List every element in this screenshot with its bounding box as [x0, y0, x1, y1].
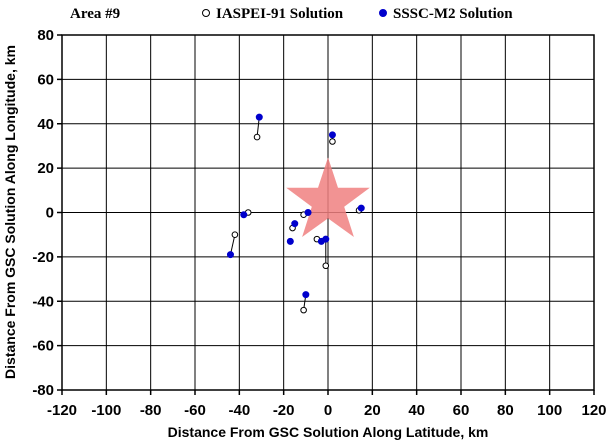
legend-marker-sssc: [379, 9, 387, 17]
x-axis-label: Distance From GSC Solution Along Latitud…: [168, 424, 489, 440]
iaspei-point: [253, 133, 261, 141]
y-tick-label: -40: [32, 293, 54, 310]
y-tick-label: -80: [32, 382, 54, 399]
iaspei-point: [231, 231, 239, 238]
y-tick-label: 80: [37, 27, 54, 44]
x-tick-label: 120: [581, 402, 606, 419]
sssc-point: [255, 113, 263, 121]
iaspei-point: [300, 306, 307, 314]
x-tick-label: 0: [324, 402, 332, 419]
y-tick-label: 40: [37, 116, 54, 133]
x-tick-label: -60: [184, 402, 206, 419]
reference-star: [286, 157, 370, 237]
sssc-point: [286, 237, 294, 245]
y-tick-label: -60: [32, 338, 54, 355]
legend-marker-iaspei: [202, 9, 210, 17]
sssc-point: [304, 209, 312, 216]
x-tick-label: -80: [140, 402, 162, 419]
tick-labels: -120 -100 -80 -60 -40 -20 0 20 40 60 80 100 120 80 60 4…: [32, 27, 606, 419]
sssc-point: [357, 204, 365, 212]
x-tick-label: 20: [364, 402, 381, 419]
x-tick-label: 80: [497, 402, 514, 419]
x-tick-label: -120: [47, 402, 77, 419]
sssc-point: [240, 211, 248, 219]
sssc-point: [291, 220, 299, 228]
y-tick-label: 60: [37, 71, 54, 88]
legend-label-sssc: SSSC-M2 Solution: [393, 6, 513, 22]
iaspei-point: [322, 262, 330, 270]
y-tick-label: 0: [46, 205, 54, 222]
x-tick-label: -100: [91, 402, 121, 419]
x-tick-label: -40: [228, 402, 250, 419]
y-tick-label: 20: [37, 160, 54, 177]
sssc-point: [328, 131, 336, 139]
y-axis-label: Distance From GSC Solution Along Longitu…: [2, 45, 18, 379]
x-tick-label: 60: [453, 402, 470, 419]
sssc-point: [302, 291, 310, 299]
sssc-point: [322, 235, 330, 243]
iaspei-point: [329, 138, 336, 145]
y-tick-label: -20: [32, 249, 54, 266]
sssc-point: [226, 251, 234, 259]
data-layer: [226, 113, 365, 314]
x-tick-label: 100: [537, 402, 562, 419]
x-tick-label: 40: [408, 402, 425, 419]
x-tick-label: -20: [273, 402, 295, 419]
area-label: Area #9: [70, 6, 120, 22]
legend-label-iaspei: IASPEI-91 Solution: [216, 6, 344, 22]
reference-layer: [286, 157, 370, 237]
